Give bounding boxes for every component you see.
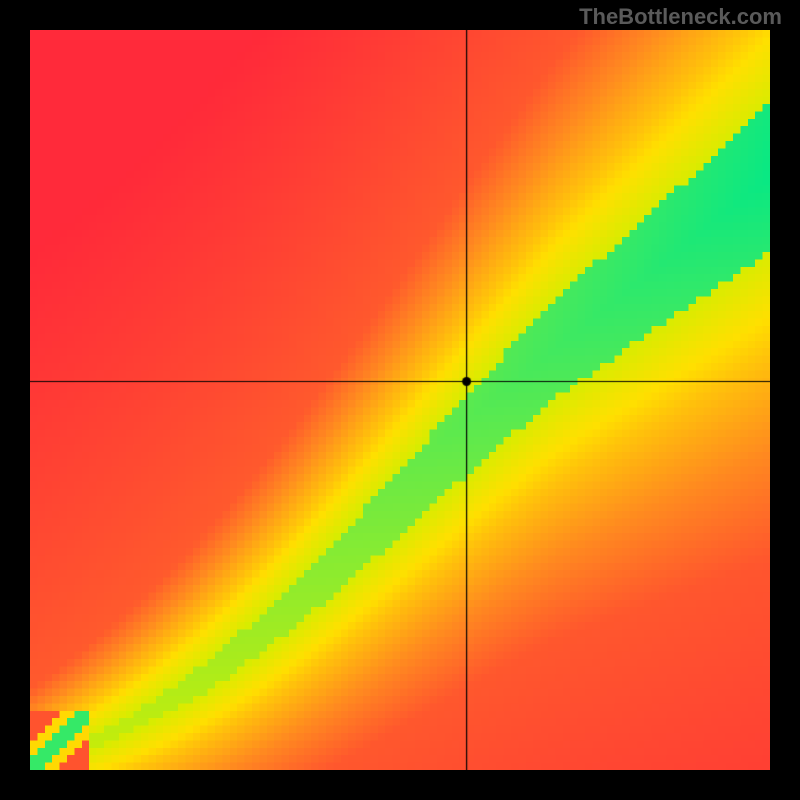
crosshair-overlay [30,30,770,770]
chart-container: TheBottleneck.com [0,0,800,800]
watermark-text: TheBottleneck.com [579,4,782,30]
